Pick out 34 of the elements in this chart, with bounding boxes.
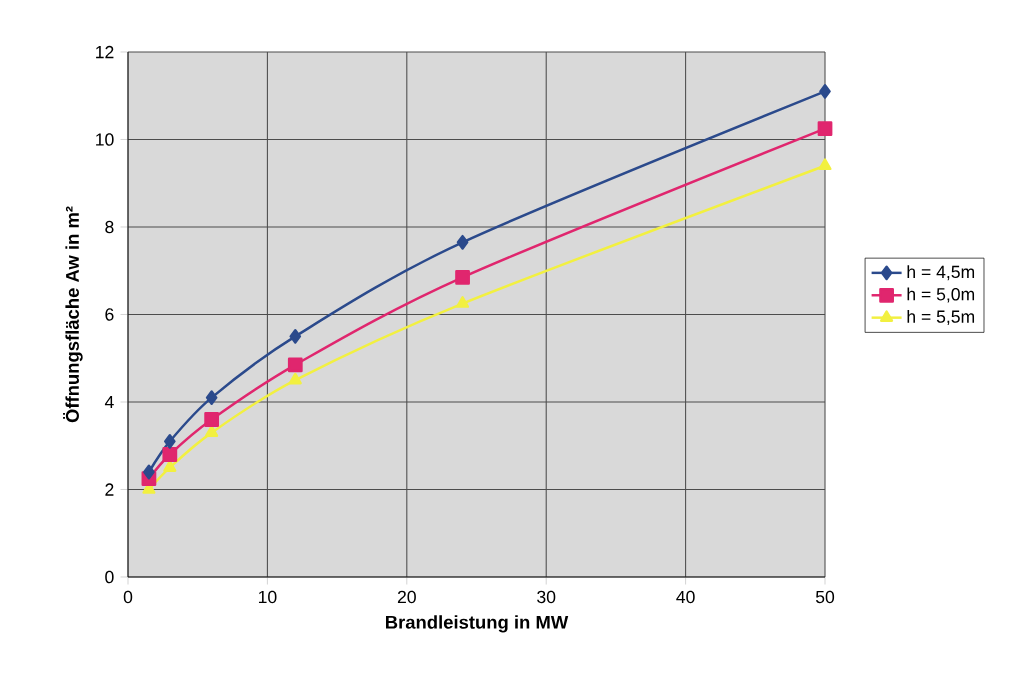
y-axis-title: Öffnungsfläche Aw in m² [63, 206, 83, 423]
x-tick-label: 20 [397, 590, 416, 604]
point [819, 83, 831, 99]
legend-label: h = 5,5m [907, 309, 975, 325]
point [162, 447, 178, 462]
point [204, 412, 220, 427]
x-tick-label: 30 [537, 590, 556, 604]
point [205, 425, 219, 437]
y-tick-label: 2 [105, 483, 114, 496]
point [163, 460, 177, 472]
point [289, 329, 302, 344]
x-tick-label: 50 [815, 590, 835, 604]
x-axis-title: Brandleistung in MW [386, 615, 569, 633]
y-tick-label: 6 [105, 308, 114, 321]
point [818, 158, 832, 171]
point [455, 269, 470, 285]
point [163, 433, 176, 449]
y-tick-label: 4 [104, 395, 114, 409]
legend-label: h = 5,0m [907, 287, 975, 303]
x-tick-label: 10 [258, 590, 277, 604]
point [456, 296, 470, 308]
y-tick-label: 10 [96, 133, 114, 146]
point [288, 372, 302, 385]
x-tick-label: 40 [676, 590, 695, 604]
legend-label: h = 4,5m [907, 265, 975, 281]
point [817, 121, 833, 136]
point [205, 390, 218, 405]
point [456, 234, 469, 250]
y-tick-label: 0 [105, 570, 114, 584]
point [143, 464, 155, 480]
point [287, 357, 303, 373]
y-tick-label: 8 [105, 220, 114, 234]
y-tick-label: 12 [96, 45, 114, 59]
x-tick-label: 0 [123, 590, 133, 604]
